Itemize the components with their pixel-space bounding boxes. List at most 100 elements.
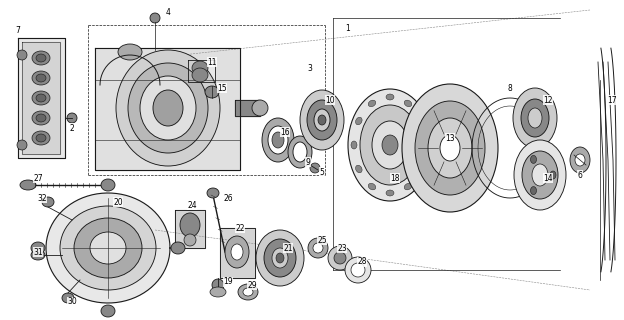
Ellipse shape bbox=[372, 121, 408, 169]
Ellipse shape bbox=[423, 141, 429, 149]
Text: 28: 28 bbox=[358, 258, 367, 267]
Ellipse shape bbox=[36, 114, 46, 122]
Text: 18: 18 bbox=[390, 173, 400, 182]
Ellipse shape bbox=[356, 117, 362, 125]
Text: 32: 32 bbox=[37, 194, 47, 203]
Ellipse shape bbox=[288, 136, 312, 168]
Text: 6: 6 bbox=[578, 171, 582, 180]
Ellipse shape bbox=[42, 197, 54, 207]
Ellipse shape bbox=[307, 100, 337, 140]
Text: 24: 24 bbox=[187, 201, 197, 210]
Ellipse shape bbox=[382, 135, 398, 155]
Ellipse shape bbox=[386, 94, 394, 100]
Ellipse shape bbox=[368, 100, 376, 107]
Text: 3: 3 bbox=[308, 63, 313, 73]
Ellipse shape bbox=[514, 140, 566, 210]
Ellipse shape bbox=[256, 230, 304, 286]
Polygon shape bbox=[175, 210, 205, 248]
Ellipse shape bbox=[192, 68, 208, 82]
Ellipse shape bbox=[570, 147, 590, 173]
Ellipse shape bbox=[262, 118, 294, 162]
Ellipse shape bbox=[20, 180, 36, 190]
Text: 26: 26 bbox=[223, 194, 233, 203]
Ellipse shape bbox=[276, 253, 284, 263]
Ellipse shape bbox=[17, 50, 27, 60]
Ellipse shape bbox=[272, 132, 284, 148]
Text: 17: 17 bbox=[607, 95, 617, 105]
Text: 27: 27 bbox=[33, 173, 43, 182]
Ellipse shape bbox=[36, 54, 46, 62]
Ellipse shape bbox=[348, 89, 432, 201]
Ellipse shape bbox=[404, 100, 412, 107]
Polygon shape bbox=[235, 100, 260, 116]
Ellipse shape bbox=[310, 163, 320, 173]
Ellipse shape bbox=[231, 244, 243, 260]
Ellipse shape bbox=[116, 50, 220, 166]
Ellipse shape bbox=[243, 288, 253, 296]
Ellipse shape bbox=[528, 108, 542, 128]
Ellipse shape bbox=[440, 135, 460, 161]
Text: 31: 31 bbox=[33, 247, 43, 257]
Text: 5: 5 bbox=[319, 167, 324, 177]
Ellipse shape bbox=[521, 99, 549, 137]
Ellipse shape bbox=[293, 142, 307, 162]
Ellipse shape bbox=[530, 156, 537, 164]
Text: 8: 8 bbox=[508, 84, 512, 92]
Ellipse shape bbox=[428, 118, 472, 178]
Ellipse shape bbox=[268, 126, 288, 154]
Ellipse shape bbox=[31, 250, 45, 260]
Ellipse shape bbox=[32, 131, 50, 145]
Ellipse shape bbox=[368, 183, 376, 190]
Ellipse shape bbox=[60, 206, 156, 290]
Polygon shape bbox=[95, 48, 240, 170]
Text: 23: 23 bbox=[337, 244, 347, 252]
Ellipse shape bbox=[36, 74, 46, 82]
Ellipse shape bbox=[418, 117, 424, 125]
Ellipse shape bbox=[32, 51, 50, 65]
Ellipse shape bbox=[308, 238, 328, 258]
Ellipse shape bbox=[264, 239, 296, 277]
Ellipse shape bbox=[530, 187, 537, 195]
Ellipse shape bbox=[32, 91, 50, 105]
Ellipse shape bbox=[207, 188, 219, 198]
Ellipse shape bbox=[17, 140, 27, 150]
Ellipse shape bbox=[128, 63, 208, 153]
Ellipse shape bbox=[184, 234, 196, 246]
Polygon shape bbox=[220, 228, 255, 278]
Ellipse shape bbox=[171, 242, 185, 254]
Ellipse shape bbox=[318, 115, 326, 125]
Ellipse shape bbox=[328, 246, 352, 270]
Ellipse shape bbox=[404, 183, 412, 190]
Text: 13: 13 bbox=[445, 133, 455, 142]
Ellipse shape bbox=[272, 248, 288, 268]
Ellipse shape bbox=[36, 94, 46, 102]
Ellipse shape bbox=[32, 71, 50, 85]
Ellipse shape bbox=[415, 101, 485, 195]
Ellipse shape bbox=[550, 171, 556, 179]
Polygon shape bbox=[18, 38, 65, 158]
Text: 20: 20 bbox=[113, 197, 123, 206]
Ellipse shape bbox=[90, 232, 126, 264]
Text: 30: 30 bbox=[67, 298, 77, 307]
Ellipse shape bbox=[212, 279, 224, 291]
Ellipse shape bbox=[225, 236, 249, 268]
Ellipse shape bbox=[351, 263, 365, 277]
Ellipse shape bbox=[140, 76, 196, 140]
Ellipse shape bbox=[150, 13, 160, 23]
Ellipse shape bbox=[153, 90, 183, 126]
Ellipse shape bbox=[180, 213, 200, 237]
Ellipse shape bbox=[300, 90, 344, 150]
Ellipse shape bbox=[386, 190, 394, 196]
Ellipse shape bbox=[238, 284, 258, 300]
Ellipse shape bbox=[360, 105, 420, 185]
Text: 15: 15 bbox=[217, 84, 227, 92]
Text: 25: 25 bbox=[317, 236, 327, 244]
Text: 16: 16 bbox=[280, 127, 290, 137]
Ellipse shape bbox=[36, 134, 46, 142]
Text: 7: 7 bbox=[16, 26, 21, 35]
Ellipse shape bbox=[210, 287, 226, 297]
Text: 29: 29 bbox=[247, 281, 257, 290]
Ellipse shape bbox=[314, 109, 330, 131]
Ellipse shape bbox=[345, 257, 371, 283]
Ellipse shape bbox=[313, 243, 323, 253]
